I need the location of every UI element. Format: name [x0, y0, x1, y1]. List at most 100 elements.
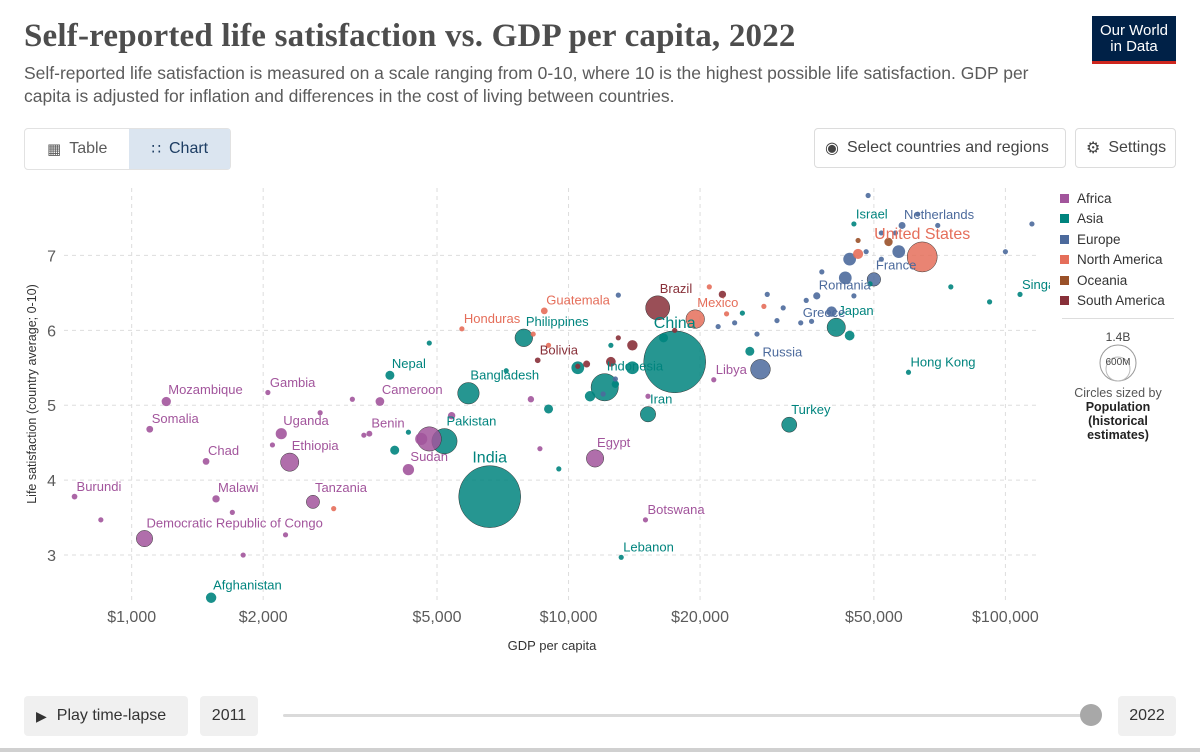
point-label: Greece [803, 305, 846, 320]
point-label: Russia [762, 344, 803, 359]
point-label: Benin [371, 416, 404, 431]
point-guatemala [540, 307, 548, 315]
point-label: Hong Kong [910, 355, 975, 370]
point-israel [851, 221, 857, 227]
tab-chart[interactable]: ∷ Chart [129, 129, 231, 169]
chart-title: Self-reported life satisfaction vs. GDP … [24, 18, 796, 54]
scatter-chart-icon: ∷ [151, 141, 161, 158]
legend-item-africa[interactable]: Africa [1060, 188, 1165, 209]
data-point [1002, 249, 1009, 255]
point-romania [813, 292, 821, 300]
data-point [1029, 221, 1035, 227]
point-label: Iran [650, 392, 672, 407]
point-chad [202, 458, 210, 465]
x-tick-label: $5,000 [413, 609, 462, 626]
legend-swatch [1060, 193, 1069, 203]
data-point [915, 211, 921, 217]
data-point [615, 335, 621, 341]
point-label: Honduras [464, 311, 521, 326]
owid-logo[interactable]: Our World in Data [1092, 16, 1176, 64]
settings-button[interactable]: ⚙ Settings [1075, 128, 1176, 168]
data-point [611, 380, 620, 388]
timeline-handle[interactable] [1080, 704, 1102, 726]
data-point [608, 342, 614, 348]
point-netherlands [898, 221, 906, 229]
data-point [853, 248, 864, 259]
play-timelapse-button[interactable]: ▶ Play time-lapse [24, 696, 188, 736]
point-label: Philippines [526, 314, 589, 329]
legend-item-south-america[interactable]: South America [1060, 291, 1165, 312]
data-point [405, 429, 412, 435]
data-point [331, 506, 337, 512]
data-point [544, 404, 554, 414]
size-note: Circles sized by [1074, 386, 1162, 400]
point-label: India [472, 450, 507, 467]
end-year-badge[interactable]: 2022 [1118, 696, 1176, 736]
point-malawi [212, 495, 220, 503]
point-libya [711, 377, 717, 383]
legend-item-europe[interactable]: Europe [1060, 229, 1165, 250]
point-indonesia [590, 373, 619, 402]
x-tick-label: $100,000 [972, 609, 1039, 626]
point-lebanon [618, 554, 624, 560]
point-iran [640, 406, 656, 423]
point-label: Bangladesh [470, 367, 539, 382]
legend-label: South America [1077, 293, 1165, 309]
data-point [606, 356, 616, 367]
tab-table[interactable]: ▦ Table [25, 129, 129, 169]
legend-swatch [1060, 214, 1069, 224]
legend-item-north-america[interactable]: North America [1060, 250, 1165, 271]
point-label: Indonesia [607, 359, 664, 374]
point-singapore [1017, 291, 1023, 297]
point-label: Israel [856, 206, 888, 221]
play-label: Play time-lapse [56, 707, 167, 724]
data-point [723, 311, 730, 317]
data-point [545, 342, 552, 348]
legend-item-asia[interactable]: Asia [1060, 209, 1165, 230]
y-axis-label: Life satisfaction (country average; 0-10… [25, 284, 39, 504]
legend-label: Oceania [1077, 272, 1128, 288]
point-sudan [402, 464, 415, 476]
data-point [838, 271, 852, 285]
play-icon: ▶ [36, 707, 47, 724]
point-mexico [685, 309, 705, 329]
data-point [892, 245, 906, 259]
data-point [935, 222, 941, 229]
data-point [826, 306, 837, 317]
table-icon: ▦ [47, 141, 62, 158]
data-point [715, 323, 721, 330]
x-tick-label: $10,000 [540, 609, 598, 626]
point-label: Japan [838, 303, 873, 318]
point-label: Mexico [697, 295, 738, 310]
data-point [600, 391, 606, 397]
data-point [583, 360, 591, 368]
point-label: Netherlands [904, 207, 975, 222]
data-point [774, 317, 780, 324]
point-label: Cameroon [382, 382, 443, 397]
point-label: Uganda [283, 413, 329, 428]
point-label: Malawi [218, 480, 259, 495]
legend-label: Europe [1077, 231, 1121, 247]
data-point [803, 297, 809, 303]
x-axis-label: GDP per capita [508, 638, 597, 653]
x-tick-label: $50,000 [845, 609, 903, 626]
gear-icon: ⚙ [1086, 140, 1101, 157]
data-point [361, 432, 367, 438]
start-year-badge[interactable]: 2011 [200, 696, 258, 736]
data-point [612, 376, 618, 382]
data-point [754, 331, 760, 337]
legend-label: North America [1077, 252, 1163, 268]
data-point [892, 230, 898, 236]
data-point [855, 237, 861, 244]
data-point [851, 293, 857, 299]
data-point [844, 330, 855, 341]
data-point [626, 361, 639, 375]
data-point [575, 363, 581, 369]
legend-item-oceania[interactable]: Oceania [1060, 270, 1165, 291]
point-egypt [586, 449, 604, 468]
tab-table-label: Table [69, 140, 108, 157]
timeline-track[interactable] [283, 714, 1091, 717]
select-countries-button[interactable]: ◉ Select countries and regions [814, 128, 1066, 168]
point-russia [750, 359, 771, 380]
data-point [718, 290, 727, 299]
